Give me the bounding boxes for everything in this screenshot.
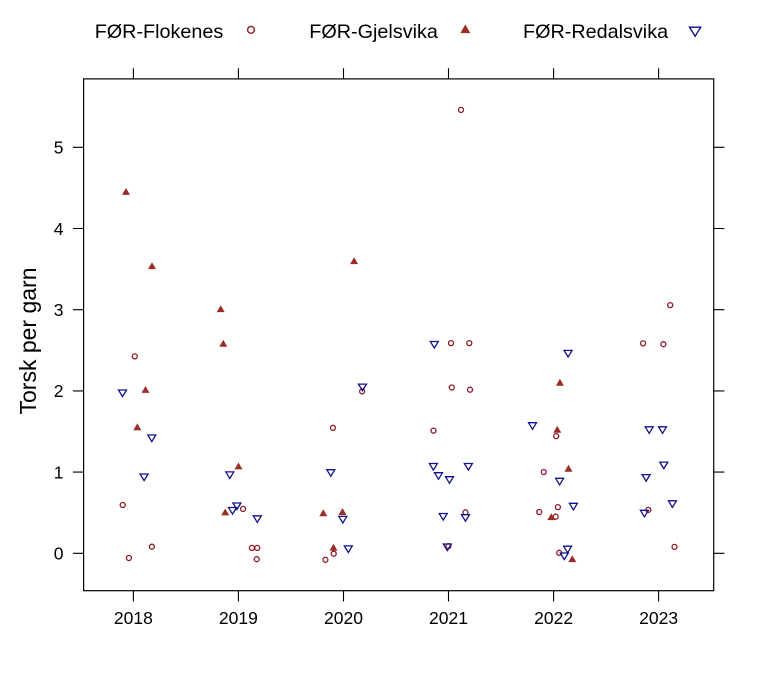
svg-text:2023: 2023 bbox=[639, 608, 678, 628]
svg-text:5: 5 bbox=[54, 138, 64, 158]
svg-text:0: 0 bbox=[54, 544, 64, 564]
svg-text:2021: 2021 bbox=[429, 608, 468, 628]
svg-text:2018: 2018 bbox=[114, 608, 153, 628]
svg-text:3: 3 bbox=[54, 300, 64, 320]
svg-text:2019: 2019 bbox=[219, 608, 258, 628]
svg-text:2020: 2020 bbox=[324, 608, 363, 628]
svg-text:2: 2 bbox=[54, 381, 64, 401]
svg-text:FØR-Gjelsvika: FØR-Gjelsvika bbox=[309, 21, 438, 43]
svg-text:Torsk per garn: Torsk per garn bbox=[15, 267, 41, 414]
svg-text:4: 4 bbox=[54, 219, 64, 239]
svg-text:2022: 2022 bbox=[534, 608, 573, 628]
svg-text:FØR-Flokenes: FØR-Flokenes bbox=[95, 21, 224, 43]
svg-text:1: 1 bbox=[54, 462, 64, 482]
svg-text:FØR-Redalsvika: FØR-Redalsvika bbox=[523, 21, 668, 43]
